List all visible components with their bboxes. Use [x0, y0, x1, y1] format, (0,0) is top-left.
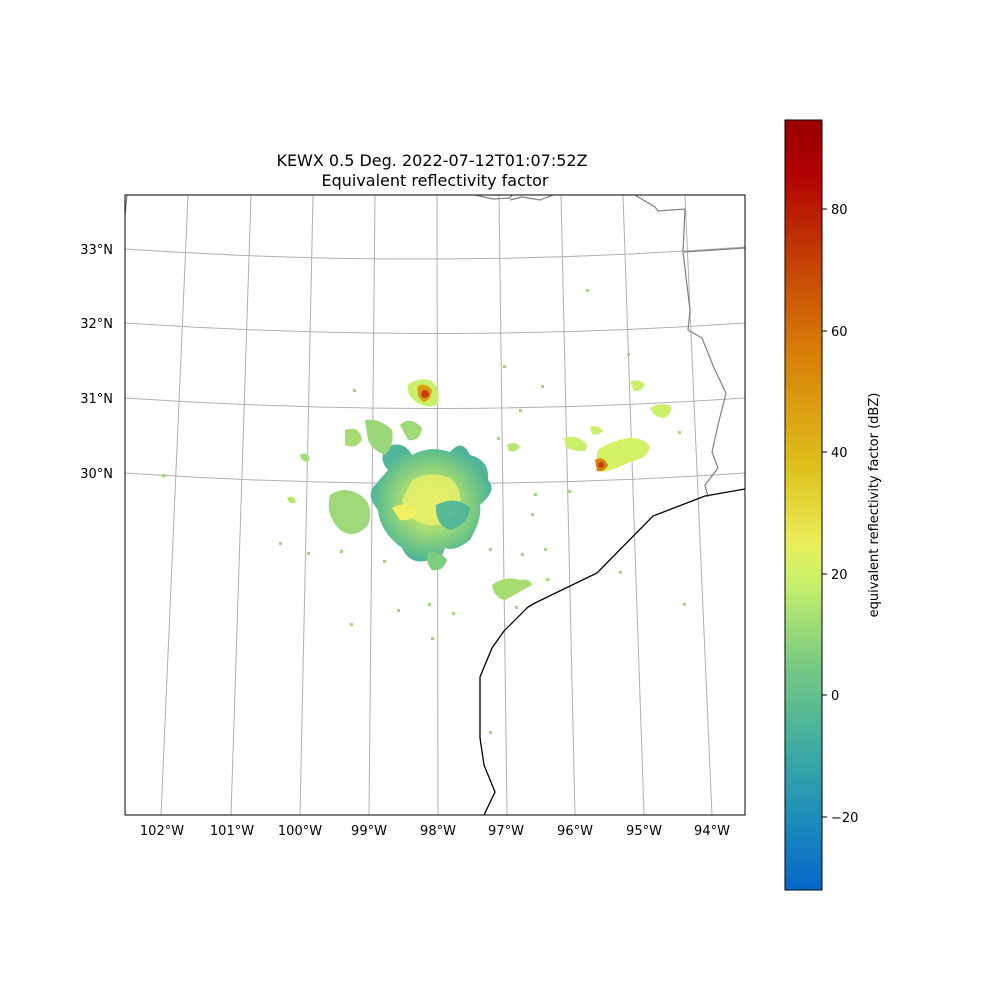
- longitude-gridlines: [160, 195, 713, 815]
- map-subtitle: Equivalent reflectivity factor: [321, 171, 548, 190]
- longitude-tick-labels: 102°W 101°W 100°W 99°W 98°W 97°W 96°W 95…: [140, 824, 730, 839]
- lon-tick-label: 98°W: [420, 824, 456, 839]
- map-title: KEWX 0.5 Deg. 2022-07-12T01:07:52Z: [276, 151, 587, 170]
- lat-tick-label: 30°N: [80, 467, 113, 482]
- lon-tick-label: 100°W: [278, 824, 322, 839]
- coastline: [479, 488, 745, 815]
- colorbar-tick-label: 60: [831, 325, 848, 340]
- lon-tick-label: 95°W: [626, 824, 662, 839]
- radar-echoes: [162, 289, 686, 734]
- colorbar-tick-label: 40: [831, 446, 848, 461]
- colorbar-ticks: [822, 208, 827, 818]
- colorbar-gradient: [784, 119, 823, 891]
- latitude-tick-labels: 33°N 32°N 31°N 30°N: [80, 243, 113, 482]
- map-frame: [124, 194, 746, 816]
- lon-tick-label: 99°W: [351, 824, 387, 839]
- lat-tick-label: 31°N: [80, 392, 113, 407]
- lon-tick-label: 102°W: [140, 824, 184, 839]
- lon-tick-label: 101°W: [210, 824, 254, 839]
- colorbar-tick-label: −20: [831, 811, 858, 826]
- state-borders: [125, 195, 745, 498]
- colorbar-label: equivalent reflectivity factor (dBZ): [867, 393, 882, 618]
- lat-tick-label: 32°N: [80, 317, 113, 332]
- lon-tick-label: 94°W: [694, 824, 730, 839]
- map-panel: [125, 195, 745, 815]
- lon-tick-label: 97°W: [488, 824, 524, 839]
- colorbar-tick-label: 20: [831, 568, 848, 583]
- colorbar-tick-label: 0: [831, 689, 839, 704]
- colorbar-tick-label: 80: [831, 203, 848, 218]
- lat-tick-label: 33°N: [80, 243, 113, 258]
- colorbar: 80 60 40 20 0 −20 equivalent reflectivit…: [784, 119, 882, 891]
- lon-tick-label: 96°W: [557, 824, 593, 839]
